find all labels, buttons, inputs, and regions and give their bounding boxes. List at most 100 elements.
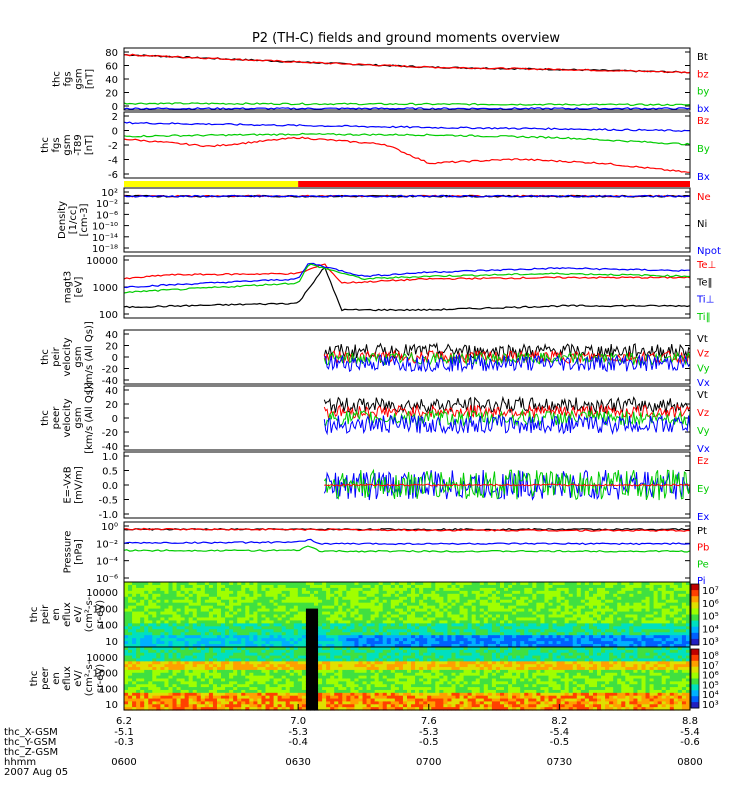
heatmap-cell [483, 617, 489, 621]
heatmap-cell [419, 704, 424, 708]
heatmap-cell [281, 689, 287, 694]
heatmap-cell [200, 614, 206, 619]
heatmap-cell [233, 608, 238, 613]
heatmap-cell [641, 590, 647, 595]
heatmap-cell [625, 635, 630, 639]
heatmap-cell [370, 675, 376, 680]
heatmap-cell [241, 623, 246, 627]
heatmap-cell [601, 593, 606, 598]
heatmap-cell [140, 664, 145, 668]
heatmap-cell [374, 602, 380, 607]
heatmap-cell [216, 596, 222, 601]
heatmap-cell [475, 620, 481, 624]
heatmap-cell [641, 584, 647, 589]
heatmap-cell [289, 689, 295, 694]
heatmap-cell [237, 692, 242, 697]
heatmap-cell [180, 655, 186, 660]
heatmap-cell [520, 620, 525, 624]
heatmap-cell [257, 629, 263, 633]
heatmap-cell [301, 704, 307, 708]
heatmap-cell [617, 614, 622, 619]
heatmap-cell [641, 626, 647, 630]
heatmap-cell [629, 626, 634, 630]
heatmap-cell [528, 620, 533, 624]
heatmap-cell [407, 689, 412, 694]
heatmap-cell [346, 681, 351, 685]
legend-Pi: Pi [697, 576, 706, 587]
heatmap-cell [172, 587, 178, 592]
heatmap-cell [597, 596, 602, 601]
heatmap-cell [249, 611, 254, 616]
heatmap-cell [334, 602, 339, 607]
heatmap-cell [180, 689, 186, 694]
heatmap-cell [301, 602, 307, 607]
heatmap-cell [512, 635, 517, 639]
heatmap-cell [148, 593, 153, 598]
heatmap-cell [128, 582, 133, 586]
heatmap-cell [293, 664, 299, 668]
heatmap-cell [326, 593, 331, 598]
heatmap-cell [419, 644, 424, 648]
heatmap-cell [164, 695, 170, 700]
heatmap-cell [609, 632, 614, 636]
ytick-label: 10⁻⁶ [96, 210, 118, 221]
heatmap-cell [621, 641, 626, 645]
heatmap-cell [221, 687, 226, 691]
heatmap-cell [285, 632, 291, 636]
heatmap-cell [394, 647, 400, 651]
heatmap-cell [625, 611, 630, 616]
heatmap-cell [374, 667, 380, 671]
heatmap-cell [144, 605, 149, 610]
heatmap-cell [362, 620, 368, 624]
heatmap-cell [568, 638, 574, 642]
heatmap-cell [366, 681, 372, 685]
heatmap-cell [597, 599, 602, 604]
heatmap-cell [318, 655, 323, 660]
heatmap-cell [152, 692, 157, 697]
heatmap-cell [491, 602, 497, 607]
heatmap-cell [249, 635, 254, 639]
heatmap-cell [673, 587, 679, 592]
heatmap-cell [398, 611, 404, 616]
heatmap-cell [411, 692, 416, 697]
heatmap-cell [204, 641, 210, 645]
colorbar-cell [691, 634, 699, 638]
heatmap-cell [176, 652, 182, 657]
heatmap-cell [362, 695, 368, 700]
heatmap-cell [273, 647, 279, 651]
heatmap-cell [366, 667, 372, 671]
heatmap-cell [560, 641, 566, 645]
legend-Bx: Bx [697, 172, 710, 183]
heatmap-cell [273, 684, 279, 688]
heatmap-cell [297, 641, 303, 645]
heatmap-cell [326, 678, 331, 682]
heatmap-cell [653, 617, 659, 621]
heatmap-cell [253, 614, 259, 619]
heatmap-cell [204, 698, 210, 703]
panel-1-ylabel: thcfgsgsm[nT] [52, 68, 96, 89]
heatmap-cell [390, 669, 396, 674]
heatmap-cell [180, 707, 186, 711]
heatmap-cell [156, 681, 161, 685]
heatmap-cell [334, 661, 339, 665]
heatmap-cell [382, 599, 388, 604]
heatmap-cell [156, 644, 161, 648]
heatmap-cell [196, 632, 202, 636]
heatmap-cell [386, 652, 392, 657]
heatmap-cell [281, 707, 287, 711]
heatmap-cell [613, 596, 618, 601]
heatmap-cell [338, 684, 343, 688]
heatmap-cell [269, 692, 275, 697]
heatmap-cell [427, 701, 432, 705]
heatmap-cell [128, 695, 133, 700]
heatmap-cell [390, 599, 396, 604]
heatmap-cell [216, 672, 222, 677]
heatmap-cell [483, 620, 489, 624]
heatmap-cell [427, 661, 432, 665]
heatmap-cell [536, 620, 542, 624]
heatmap-cell [253, 687, 259, 691]
series-Pb-line [123, 527, 691, 532]
heatmap-cell [128, 678, 133, 682]
heatmap-cell [309, 629, 315, 633]
heatmap-cell [281, 582, 287, 586]
